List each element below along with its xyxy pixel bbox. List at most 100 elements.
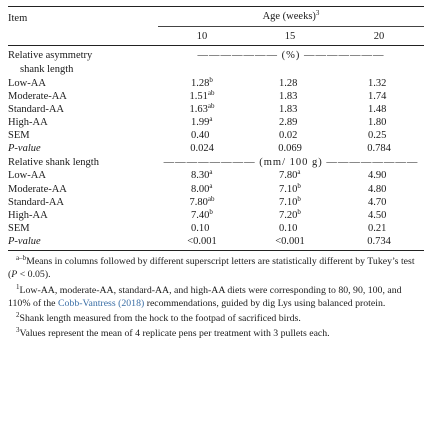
table-cell: 0.734 bbox=[334, 235, 424, 248]
cell-value: 1.99 bbox=[191, 116, 210, 128]
significance-letter: b bbox=[209, 75, 213, 84]
table-row: P-value <0.001 <0.001 0.734 bbox=[8, 235, 424, 248]
table-cell: 2.89 bbox=[246, 116, 334, 129]
significance-letter: ab bbox=[207, 88, 215, 97]
table-row: High-AA 7.40b 7.20b 4.50 bbox=[8, 207, 424, 222]
significance-letter: ab bbox=[207, 101, 215, 110]
cell-value: 1.28 bbox=[191, 77, 210, 89]
table-cell: 1.80 bbox=[334, 116, 424, 129]
column-header-week: 15 bbox=[284, 31, 296, 43]
table-cell: 4.80 bbox=[334, 183, 424, 196]
table-cell: 7.10b bbox=[246, 181, 334, 196]
table-cell: <0.001 bbox=[158, 235, 246, 248]
cell-value: 0.734 bbox=[367, 236, 391, 247]
table-cell: 1.32 bbox=[334, 77, 424, 90]
cell-value: 1.32 bbox=[368, 77, 387, 89]
row-label: Low-AA bbox=[8, 170, 46, 182]
cell-value: 0.784 bbox=[367, 143, 391, 155]
table-row: Moderate-AA 8.00a 7.10b 4.80 bbox=[8, 181, 424, 196]
table-cell: 8.00a bbox=[158, 182, 246, 196]
results-table: Item Age (weeks)3 10 15 20 bbox=[8, 7, 424, 45]
row-label: P-value bbox=[8, 236, 41, 247]
cell-value: <0.001 bbox=[187, 236, 217, 247]
header-rule bbox=[8, 45, 424, 47]
significance-letter: b bbox=[209, 207, 213, 216]
row-label: P-value bbox=[8, 143, 41, 155]
cell-value: 7.10 bbox=[279, 183, 298, 195]
results-table-body: Relative asymmetry ——————— (%) ——————— s… bbox=[8, 48, 424, 248]
cell-value: 7.10 bbox=[279, 196, 298, 208]
cell-value: 0.024 bbox=[190, 143, 214, 155]
column-header-week: 10 bbox=[196, 31, 208, 43]
significance-letter: b bbox=[297, 181, 301, 190]
table-cell: 7.10b bbox=[246, 194, 334, 209]
table-cell: 4.90 bbox=[334, 169, 424, 182]
table-cell: 0.25 bbox=[334, 129, 424, 142]
table-cell: <0.001 bbox=[246, 235, 334, 248]
table-cell: 7.80a bbox=[246, 169, 334, 182]
column-header-item: Item bbox=[8, 13, 28, 24]
footnote: 1Low-AA, moderate-AA, standard-AA, and h… bbox=[8, 282, 402, 309]
table-row: SEM 0.40 0.02 0.25 bbox=[8, 129, 424, 142]
table-cell: 0.784 bbox=[334, 142, 424, 155]
cell-value: 0.10 bbox=[191, 222, 210, 234]
table-cell: 7.20b bbox=[246, 208, 334, 222]
significance-letter: a bbox=[209, 168, 213, 177]
row-label: Standard-AA bbox=[8, 103, 64, 115]
footnotes: a–bMeans in columns followed by differen… bbox=[8, 255, 424, 340]
row-label: Standard-AA bbox=[8, 196, 64, 208]
cell-value: 0.069 bbox=[278, 143, 302, 155]
table-cell: 1.63ab bbox=[158, 101, 246, 116]
table-cell: 4.70 bbox=[334, 196, 424, 209]
table-cell: 0.10 bbox=[246, 222, 334, 235]
table-cell: 0.21 bbox=[334, 222, 424, 235]
section-title-cont: shank length bbox=[20, 64, 74, 76]
table-cell: 4.50 bbox=[334, 209, 424, 222]
cell-value: 0.40 bbox=[191, 130, 210, 141]
table-row: Low-AA 8.30a 7.80a 4.90 bbox=[8, 169, 424, 182]
row-label: Moderate-AA bbox=[8, 90, 67, 102]
cell-value: 0.25 bbox=[368, 130, 387, 141]
table-cell: 0.069 bbox=[246, 142, 334, 155]
cell-value: 7.40 bbox=[191, 209, 210, 221]
cell-value: 1.80 bbox=[368, 116, 387, 128]
cell-value: 1.74 bbox=[368, 90, 387, 102]
table-cell: 0.10 bbox=[158, 222, 246, 235]
table-cell: 1.83 bbox=[246, 90, 334, 103]
cell-value: 4.80 bbox=[368, 183, 387, 195]
table-cell: 1.99a bbox=[158, 115, 246, 129]
cell-value: 7.80 bbox=[189, 196, 208, 208]
footnote: 2Shank length measured from the hock to … bbox=[16, 311, 301, 325]
cell-value: 1.51 bbox=[189, 90, 208, 102]
table-cell: 1.28 bbox=[246, 77, 334, 90]
row-label: Low-AA bbox=[8, 77, 46, 89]
table-cell: 1.28b bbox=[158, 75, 246, 90]
table-cell: 8.30a bbox=[158, 169, 246, 182]
footnote: a–bMeans in columns followed by differen… bbox=[8, 254, 415, 281]
cell-value: 4.90 bbox=[368, 170, 387, 182]
table-row: Moderate-AA 1.51ab 1.83 1.74 bbox=[8, 88, 424, 103]
table-cell: 0.024 bbox=[158, 142, 246, 155]
column-header-age: Age (weeks)3 bbox=[158, 7, 424, 28]
section-title: Relative asymmetry bbox=[8, 50, 93, 62]
cell-value: 0.02 bbox=[279, 130, 298, 141]
cell-value: 7.20 bbox=[279, 209, 298, 221]
row-label: High-AA bbox=[8, 209, 48, 221]
cell-value: 0.10 bbox=[279, 222, 298, 234]
row-label: Moderate-AA bbox=[8, 183, 67, 195]
table-cell: 1.74 bbox=[334, 90, 424, 103]
section-title: Relative shank length bbox=[8, 157, 99, 169]
table-row: SEM 0.10 0.10 0.21 bbox=[8, 222, 424, 235]
section-unit: ——————— (%) ——————— bbox=[197, 50, 385, 62]
cell-value: 7.80 bbox=[279, 170, 298, 182]
table-cell: 7.80ab bbox=[158, 195, 246, 209]
cell-value: 2.89 bbox=[279, 116, 298, 128]
cell-value: 0.21 bbox=[368, 222, 387, 234]
footnote: 3Values represent the mean of 4 replicat… bbox=[16, 326, 330, 340]
row-label: SEM bbox=[8, 222, 30, 234]
table-cell: 0.40 bbox=[158, 129, 246, 142]
section-unit: ———————— (mm/ 100 g) ———————— bbox=[163, 157, 419, 169]
cell-value: 4.50 bbox=[368, 209, 387, 221]
citation-link[interactable]: Cobb-Vantress (2018) bbox=[57, 297, 145, 309]
significance-letter: b bbox=[297, 194, 301, 203]
